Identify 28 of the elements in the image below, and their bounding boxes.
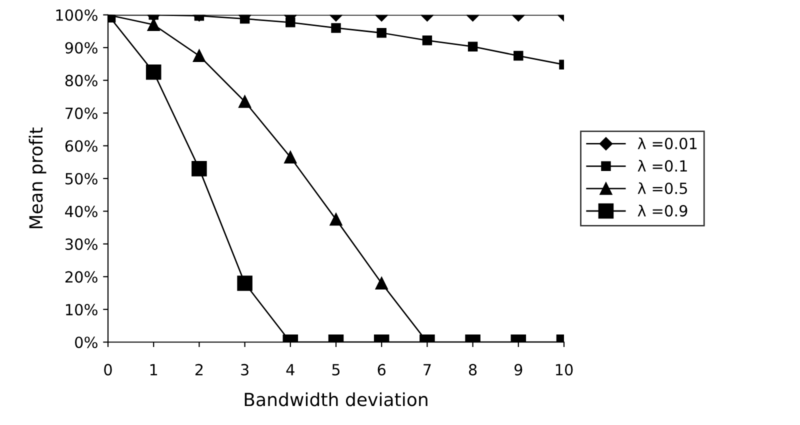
- y-tick-label: 0%: [75, 336, 98, 348]
- x-tick-label: 4: [286, 364, 294, 376]
- y-tick-label: 90%: [65, 42, 98, 54]
- x-tick-label: 2: [195, 364, 203, 376]
- x-axis-title: Bandwidth deviation: [244, 392, 428, 406]
- y-tick-label: 10%: [66, 304, 98, 316]
- legend-label: λ =0.1: [638, 160, 687, 172]
- y-tick-label: 40%: [65, 206, 98, 218]
- x-tick-label: 8: [468, 364, 477, 376]
- legend-label: λ =0.9: [638, 204, 688, 217]
- y-axis-title: Mean profit: [28, 127, 46, 228]
- x-tick-label: 6: [378, 364, 386, 376]
- y-tick-label: 20%: [65, 271, 98, 283]
- y-tick-label: 100%: [56, 9, 98, 21]
- x-tick-label: 0: [104, 364, 112, 376]
- y-tick-label: 80%: [65, 74, 98, 86]
- legend-label: λ =0.5: [638, 182, 687, 194]
- y-tick-label: 60%: [65, 140, 98, 152]
- y-tick-label: 30%: [65, 238, 98, 250]
- x-tick-label: 7: [424, 364, 431, 376]
- legend-label: λ =0.01: [638, 137, 697, 150]
- x-tick-label: 3: [241, 364, 248, 376]
- x-tick-label: 5: [332, 364, 340, 376]
- y-tick-label: 70%: [66, 108, 98, 120]
- x-tick-label: 10: [556, 364, 573, 376]
- y-tick-label: 50%: [66, 172, 98, 185]
- x-tick-label: 9: [514, 364, 522, 376]
- x-tick-label: 1: [150, 364, 158, 376]
